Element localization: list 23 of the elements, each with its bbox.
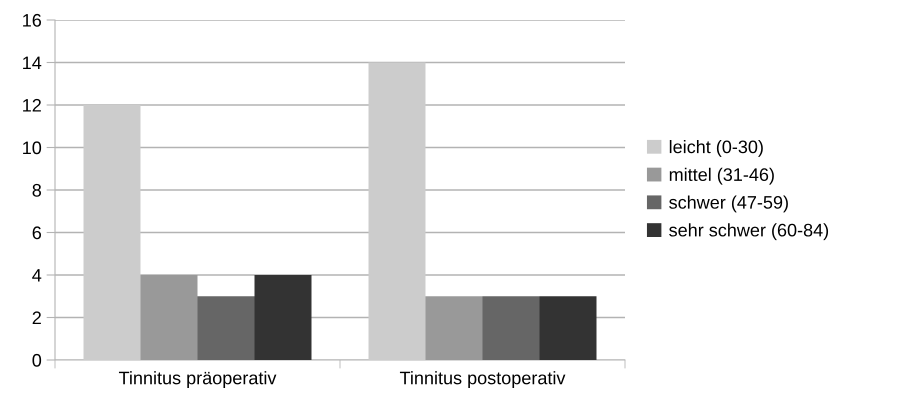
bar bbox=[540, 296, 596, 360]
legend-label: mittel (31-46) bbox=[670, 168, 774, 185]
bar bbox=[426, 296, 482, 360]
bar bbox=[368, 62, 426, 360]
y-tick-label: 4 bbox=[32, 269, 42, 282]
bar bbox=[84, 105, 140, 360]
x-tick-label: Tinnitus präoperativ bbox=[118, 371, 276, 388]
legend-label: leicht (0-30) bbox=[670, 140, 763, 157]
bar bbox=[198, 296, 254, 360]
bar bbox=[482, 296, 540, 360]
y-tick-label: 2 bbox=[32, 311, 41, 324]
y-tick-label: 16 bbox=[23, 14, 42, 27]
legend-label: sehr schwer (60-84) bbox=[669, 223, 828, 240]
bar bbox=[140, 275, 198, 360]
y-tick-label: 8 bbox=[32, 184, 42, 197]
y-tick-label: 6 bbox=[32, 226, 42, 240]
legend-label: schwer (47-59) bbox=[669, 196, 788, 212]
bar bbox=[254, 275, 312, 360]
y-tick-label: 10 bbox=[23, 141, 42, 154]
x-tick-label: Tinnitus postoperativ bbox=[400, 371, 566, 388]
y-tick-label: 14 bbox=[23, 56, 42, 70]
y-tick-label: 0 bbox=[32, 354, 42, 367]
y-tick-label: 12 bbox=[23, 98, 41, 112]
